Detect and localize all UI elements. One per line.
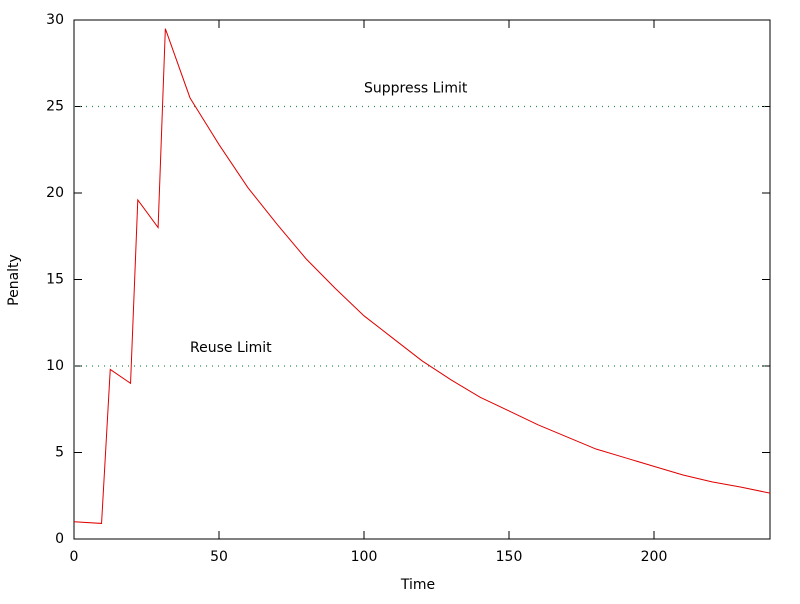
y-axis-label: Penalty (6, 254, 22, 306)
x-tick-label: 50 (210, 549, 228, 565)
data-line (73, 28, 771, 524)
x-tick-label: 100 (351, 549, 378, 565)
plot-frame (73, 19, 771, 540)
y-tick-label: 10 (46, 358, 64, 374)
y-tick-label: 30 (46, 12, 64, 28)
x-axis-label: Time (400, 577, 435, 593)
y-tick-label: 0 (55, 531, 64, 547)
threshold-label: Suppress Limit (364, 81, 468, 97)
threshold-label: Reuse Limit (190, 340, 272, 356)
y-tick-label: 15 (46, 272, 64, 288)
x-tick-label: 0 (70, 549, 79, 565)
y-tick-label: 25 (46, 99, 64, 115)
x-tick-label: 200 (641, 549, 668, 565)
y-tick-label: 5 (55, 445, 64, 461)
y-tick-label: 20 (46, 185, 64, 201)
x-tick-label: 150 (496, 549, 523, 565)
